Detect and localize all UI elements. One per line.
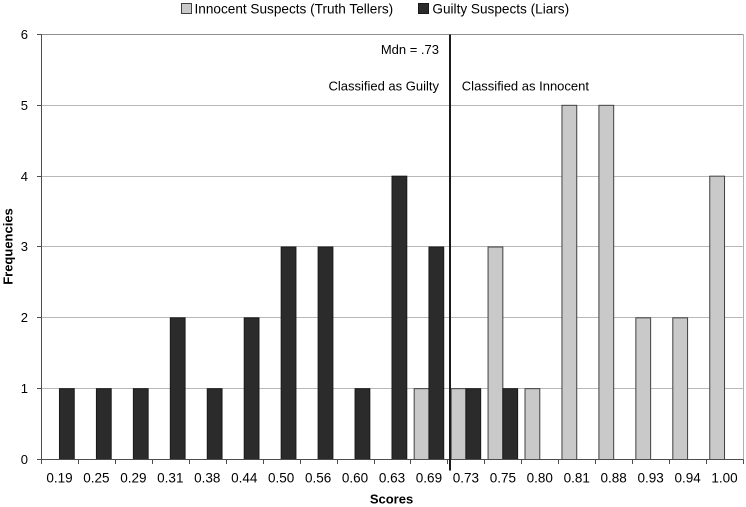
svg-text:0.94: 0.94 <box>674 471 701 486</box>
svg-text:6: 6 <box>21 27 28 42</box>
svg-text:0.63: 0.63 <box>379 471 405 486</box>
svg-text:0.50: 0.50 <box>268 471 294 486</box>
svg-text:0.73: 0.73 <box>453 471 479 486</box>
svg-text:0.60: 0.60 <box>342 471 368 486</box>
svg-text:0.19: 0.19 <box>46 471 72 486</box>
svg-text:0.80: 0.80 <box>527 471 553 486</box>
svg-text:0.93: 0.93 <box>637 471 663 486</box>
svg-text:Innocent Suspects (Truth Telle: Innocent Suspects (Truth Tellers) <box>195 2 394 17</box>
svg-text:Scores: Scores <box>370 492 413 507</box>
svg-text:0.56: 0.56 <box>305 471 331 486</box>
svg-text:0.29: 0.29 <box>120 471 146 486</box>
svg-text:0.25: 0.25 <box>83 471 109 486</box>
svg-text:0.69: 0.69 <box>416 471 442 486</box>
svg-text:Mdn = .73: Mdn = .73 <box>381 42 439 57</box>
svg-text:0.31: 0.31 <box>157 471 183 486</box>
svg-text:Guilty Suspects (Liars): Guilty Suspects (Liars) <box>432 2 569 17</box>
svg-text:5: 5 <box>21 98 28 113</box>
svg-text:Classified as Innocent: Classified as Innocent <box>462 79 590 94</box>
svg-text:0.88: 0.88 <box>601 471 627 486</box>
svg-text:0: 0 <box>21 452 28 467</box>
svg-text:Classified as Guilty: Classified as Guilty <box>328 79 439 94</box>
svg-text:2: 2 <box>21 310 28 325</box>
svg-text:Frequencies: Frequencies <box>1 208 16 285</box>
svg-text:0.44: 0.44 <box>231 471 258 486</box>
svg-text:3: 3 <box>21 239 28 254</box>
svg-text:1.00: 1.00 <box>711 471 737 486</box>
svg-text:0.38: 0.38 <box>194 471 220 486</box>
svg-text:0.75: 0.75 <box>490 471 516 486</box>
svg-text:1: 1 <box>21 381 28 396</box>
svg-text:4: 4 <box>21 169 28 184</box>
svg-text:0.81: 0.81 <box>564 471 590 486</box>
